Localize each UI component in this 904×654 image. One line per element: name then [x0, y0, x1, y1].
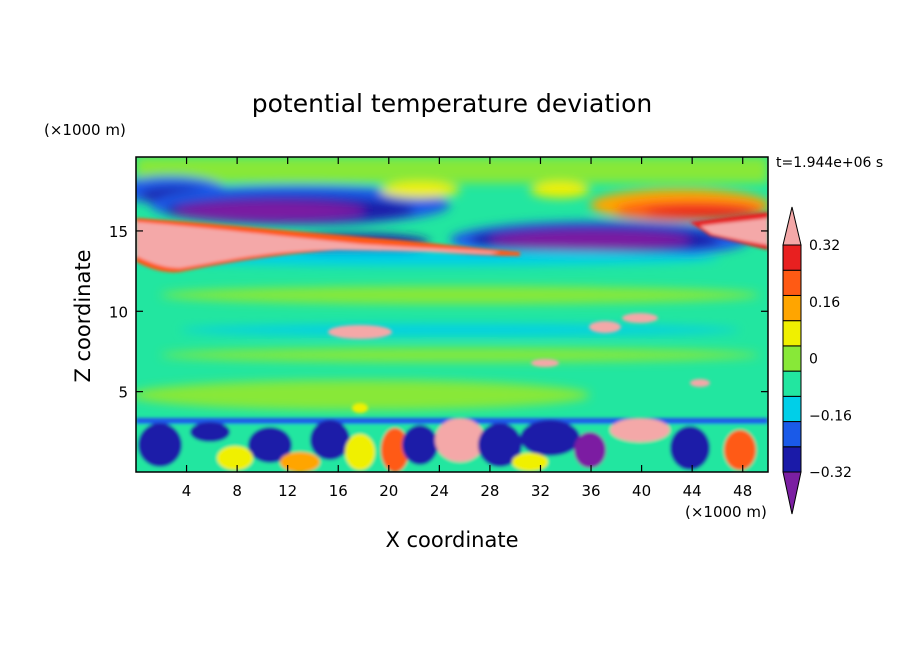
x-tick-label: 40 [632, 482, 651, 500]
x-axis: 4 8 12 16 20 24 28 32 36 40 44 48 [182, 157, 752, 500]
x-tick-label: 48 [733, 482, 752, 500]
colorbar-bin [782, 446, 802, 473]
y-tick-label: 5 [118, 384, 128, 402]
y-axis: 5 10 15 [109, 223, 768, 402]
colorbar-bin [782, 320, 802, 347]
x-tick-label: 4 [182, 482, 192, 500]
x-tick-label: 24 [430, 482, 449, 500]
colorbar-tick-label: 0.16 [809, 295, 840, 311]
colorbar-bin [782, 395, 802, 423]
x-axis-label: X coordinate [385, 528, 518, 552]
x-tick-label: 44 [683, 482, 702, 500]
y-tick-label: 10 [109, 303, 128, 321]
y-axis-label: Z coordinate [71, 249, 95, 382]
x-unit-label: (×1000 m) [685, 503, 767, 521]
colorbar-tick-label: 0.32 [809, 238, 840, 254]
x-tick-label: 16 [329, 482, 348, 500]
colorbar-lower-extension [782, 471, 802, 515]
colorbar-tick-label: −0.16 [809, 408, 852, 424]
colorbar-bin [782, 294, 802, 322]
y-unit-label: (×1000 m) [44, 121, 126, 139]
x-tick-label: 12 [278, 482, 297, 500]
y-tick-label: 15 [109, 223, 128, 241]
plot-frame [135, 156, 769, 473]
x-tick-label: 36 [581, 482, 600, 500]
colorbar-upper-extension [782, 206, 802, 246]
time-label: t=1.944e+06 s [776, 155, 883, 171]
colorbar-tick-label: −0.32 [809, 465, 852, 481]
colorbar-tick-label: 0 [809, 352, 818, 368]
x-tick-label: 20 [379, 482, 398, 500]
x-tick-label: 32 [531, 482, 550, 500]
colorbar-bin [782, 345, 802, 372]
colorbar-bin [782, 370, 802, 397]
colorbar-bin [782, 244, 802, 271]
x-tick-label: 28 [480, 482, 499, 500]
colorbar-bin [782, 421, 802, 448]
x-tick-label: 8 [232, 482, 242, 500]
colorbar-bin [782, 269, 802, 296]
chart-title: potential temperature deviation [252, 89, 652, 118]
heatmap-field [136, 157, 768, 472]
colorbar: 0.32 0.16 0 −0.16 −0.32 [782, 206, 852, 515]
